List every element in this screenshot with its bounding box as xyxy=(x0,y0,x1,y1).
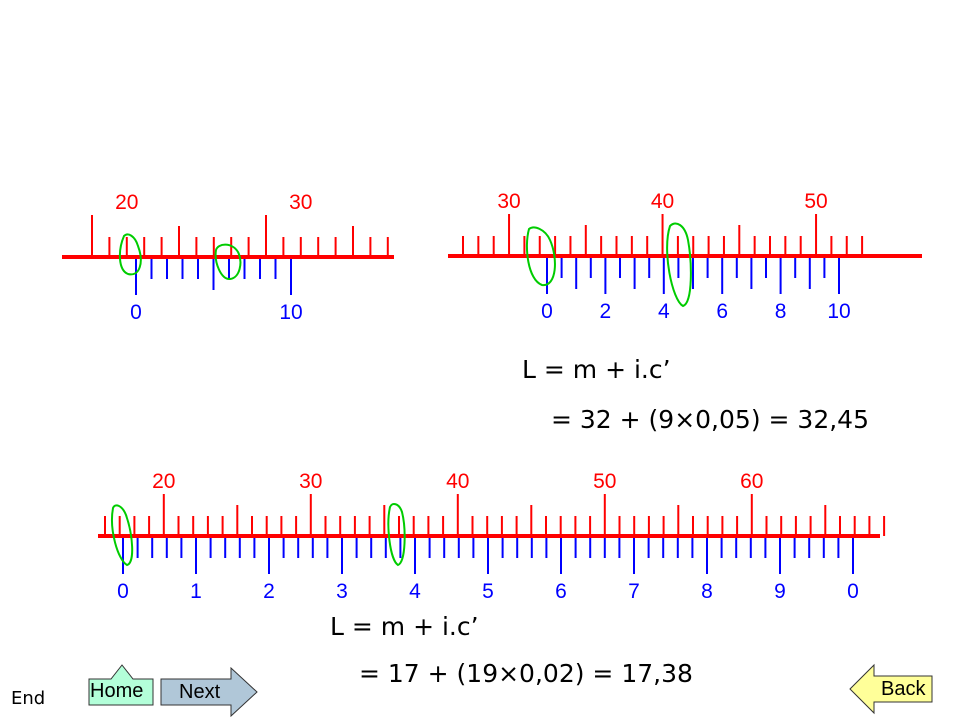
home-button[interactable]: Home xyxy=(87,662,155,707)
scale1-vernier-label: 10 xyxy=(279,301,302,324)
scale3-vernier-label: 0 xyxy=(117,580,129,603)
scale3-vernier-label: 3 xyxy=(336,580,348,603)
formula-1-line-2: = 32 + (9×0,05) = 32,45 xyxy=(551,405,869,434)
scale2-vernier-label: 0 xyxy=(541,300,553,323)
scale2-main-label: 50 xyxy=(804,190,827,213)
formula-2-line-1: L = m + i.c’ xyxy=(330,612,479,641)
back-button[interactable]: Back xyxy=(848,663,934,715)
scale1-main-label: 30 xyxy=(289,191,312,214)
highlight-loop xyxy=(526,226,556,286)
highlight-loop xyxy=(387,503,406,567)
next-arrow-icon xyxy=(160,667,258,717)
highlight-loop xyxy=(118,233,142,276)
scale3-main-label: 40 xyxy=(446,470,469,493)
scale2-main-label: 40 xyxy=(651,190,674,213)
highlight-loop xyxy=(214,243,242,280)
scale3-vernier-label: 6 xyxy=(555,580,567,603)
next-button-label: Next xyxy=(179,681,221,703)
scale2-vernier-label: 8 xyxy=(775,300,787,323)
scale3-vernier-label: 4 xyxy=(409,580,421,603)
next-button[interactable]: Next xyxy=(159,667,259,717)
scale3-main-label: 50 xyxy=(593,470,616,493)
scale2-main-label: 30 xyxy=(497,190,520,213)
scale1-vernier-label: 0 xyxy=(130,301,142,324)
scale3-vernier-label: 0 xyxy=(847,580,859,603)
highlight-loop xyxy=(666,222,692,308)
scale3-vernier-label: 2 xyxy=(263,580,275,603)
scale3-vernier-label: 9 xyxy=(774,580,786,603)
highlight-loop xyxy=(111,504,134,567)
scale1-main-label: 20 xyxy=(115,191,138,214)
scale3-vernier-label: 5 xyxy=(482,580,494,603)
scale2-vernier-label: 4 xyxy=(658,300,670,323)
scale2-vernier-label: 2 xyxy=(600,300,612,323)
home-arrow-icon xyxy=(88,664,154,706)
back-arrow-icon xyxy=(849,663,933,715)
home-button-label: Home xyxy=(90,680,144,702)
back-button-label: Back xyxy=(881,678,926,700)
scale3-main-label: 20 xyxy=(152,470,175,493)
scale2-vernier-label: 6 xyxy=(716,300,728,323)
scale3-main-label: 60 xyxy=(740,470,763,493)
formula-2-line-2: = 17 + (19×0,02) = 17,38 xyxy=(359,659,693,688)
end-label: End xyxy=(11,688,46,709)
scale2-vernier-label: 10 xyxy=(827,300,850,323)
scale3-main-label: 30 xyxy=(299,470,322,493)
scale3-vernier-label: 7 xyxy=(628,580,640,603)
scale3-vernier-label: 8 xyxy=(701,580,713,603)
formula-1-line-1: L = m + i.c’ xyxy=(522,355,671,384)
scale3-vernier-label: 1 xyxy=(190,580,202,603)
